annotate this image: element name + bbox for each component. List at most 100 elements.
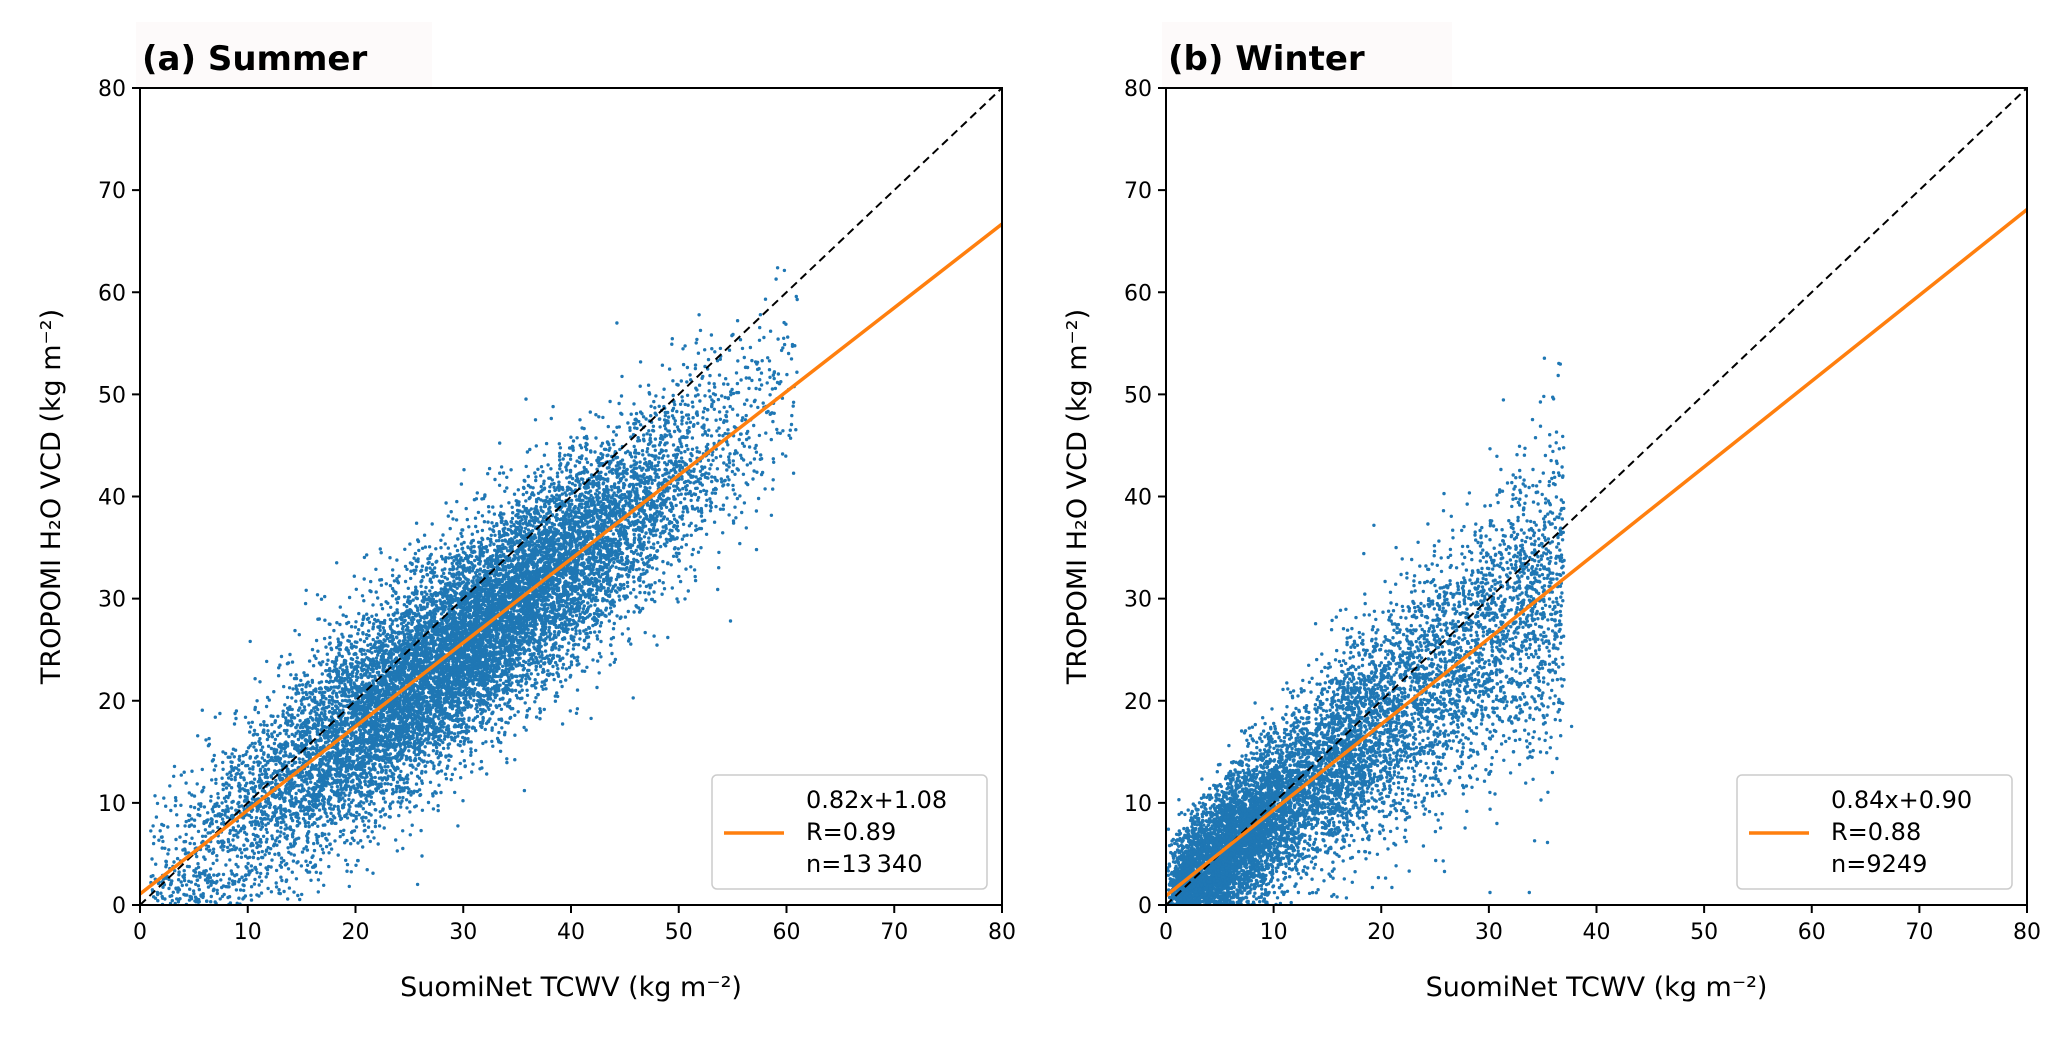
data-point — [424, 770, 428, 774]
data-point — [390, 594, 395, 598]
data-point — [259, 871, 263, 876]
data-point — [613, 589, 618, 593]
data-point — [533, 418, 538, 422]
data-point — [480, 514, 485, 518]
data-point — [262, 723, 266, 727]
data-point — [207, 736, 211, 741]
data-point — [675, 409, 679, 414]
data-point — [786, 335, 790, 339]
data-point — [301, 757, 305, 761]
data-point — [391, 619, 395, 623]
data-point — [475, 529, 480, 534]
data-point — [452, 732, 457, 736]
data-point — [167, 848, 171, 852]
data-point — [364, 810, 368, 814]
data-point — [449, 777, 453, 782]
data-point — [237, 754, 242, 759]
data-point — [316, 878, 321, 882]
data-point — [576, 643, 581, 647]
data-point — [712, 441, 716, 446]
data-point — [541, 499, 545, 503]
data-point — [336, 853, 340, 857]
data-point — [316, 890, 320, 894]
data-point — [277, 851, 281, 856]
data-point — [285, 834, 290, 838]
data-point — [252, 882, 257, 886]
data-point — [548, 653, 552, 657]
data-point — [728, 404, 732, 409]
data-point — [273, 852, 277, 856]
data-point — [534, 686, 538, 690]
chart-title: (a) Summer — [142, 39, 367, 79]
data-point — [287, 686, 292, 690]
data-point — [407, 615, 411, 620]
data-point — [289, 845, 293, 849]
data-point — [513, 688, 518, 693]
data-point — [523, 526, 528, 530]
data-point — [543, 649, 548, 653]
data-point — [712, 520, 717, 524]
data-point — [436, 804, 440, 808]
data-point — [314, 833, 318, 837]
data-point — [256, 710, 261, 715]
data-point — [379, 782, 383, 786]
data-point — [427, 545, 432, 549]
data-point — [228, 828, 233, 833]
data-point — [305, 848, 310, 852]
data-point — [638, 590, 642, 595]
data-point — [469, 753, 473, 757]
data-point — [253, 784, 258, 789]
data-point — [699, 514, 704, 518]
data-point — [221, 872, 226, 877]
data-point — [710, 479, 714, 484]
data-point — [396, 595, 401, 600]
data-point — [352, 652, 356, 656]
data-point — [593, 603, 597, 607]
data-point — [428, 589, 432, 593]
data-point — [192, 874, 196, 878]
data-point — [574, 632, 578, 636]
data-point — [768, 329, 773, 333]
data-point — [697, 383, 702, 387]
data-point — [750, 378, 754, 383]
data-point — [686, 589, 690, 593]
data-point — [290, 732, 294, 737]
data-point — [758, 387, 762, 391]
data-point — [337, 651, 341, 655]
data-point — [633, 455, 638, 459]
data-point — [274, 885, 279, 889]
data-point — [223, 751, 228, 756]
data-point — [712, 382, 716, 386]
data-point — [561, 662, 566, 667]
data-point — [788, 436, 793, 440]
data-point — [650, 566, 655, 570]
data-point — [197, 887, 201, 892]
data-point — [594, 436, 598, 440]
data-point — [680, 410, 684, 414]
data-point — [209, 794, 213, 799]
data-point — [194, 874, 199, 878]
data-point — [439, 538, 443, 542]
data-point — [597, 491, 601, 495]
data-point — [386, 765, 390, 769]
data-point — [220, 801, 224, 805]
data-point — [611, 458, 615, 462]
data-point — [374, 619, 379, 623]
data-point — [782, 342, 787, 347]
data-point — [215, 854, 219, 858]
data-point — [725, 410, 729, 414]
data-point — [539, 474, 543, 478]
data-point — [349, 625, 354, 629]
data-point — [321, 725, 325, 729]
data-point — [560, 645, 564, 649]
data-point — [628, 426, 632, 430]
data-point — [708, 373, 712, 378]
data-point — [683, 449, 687, 454]
data-point — [605, 599, 609, 603]
data-point — [493, 477, 497, 482]
data-point — [347, 595, 352, 600]
data-point — [538, 717, 542, 721]
data-point — [515, 513, 519, 517]
data-point — [299, 678, 303, 683]
data-point — [314, 870, 318, 874]
